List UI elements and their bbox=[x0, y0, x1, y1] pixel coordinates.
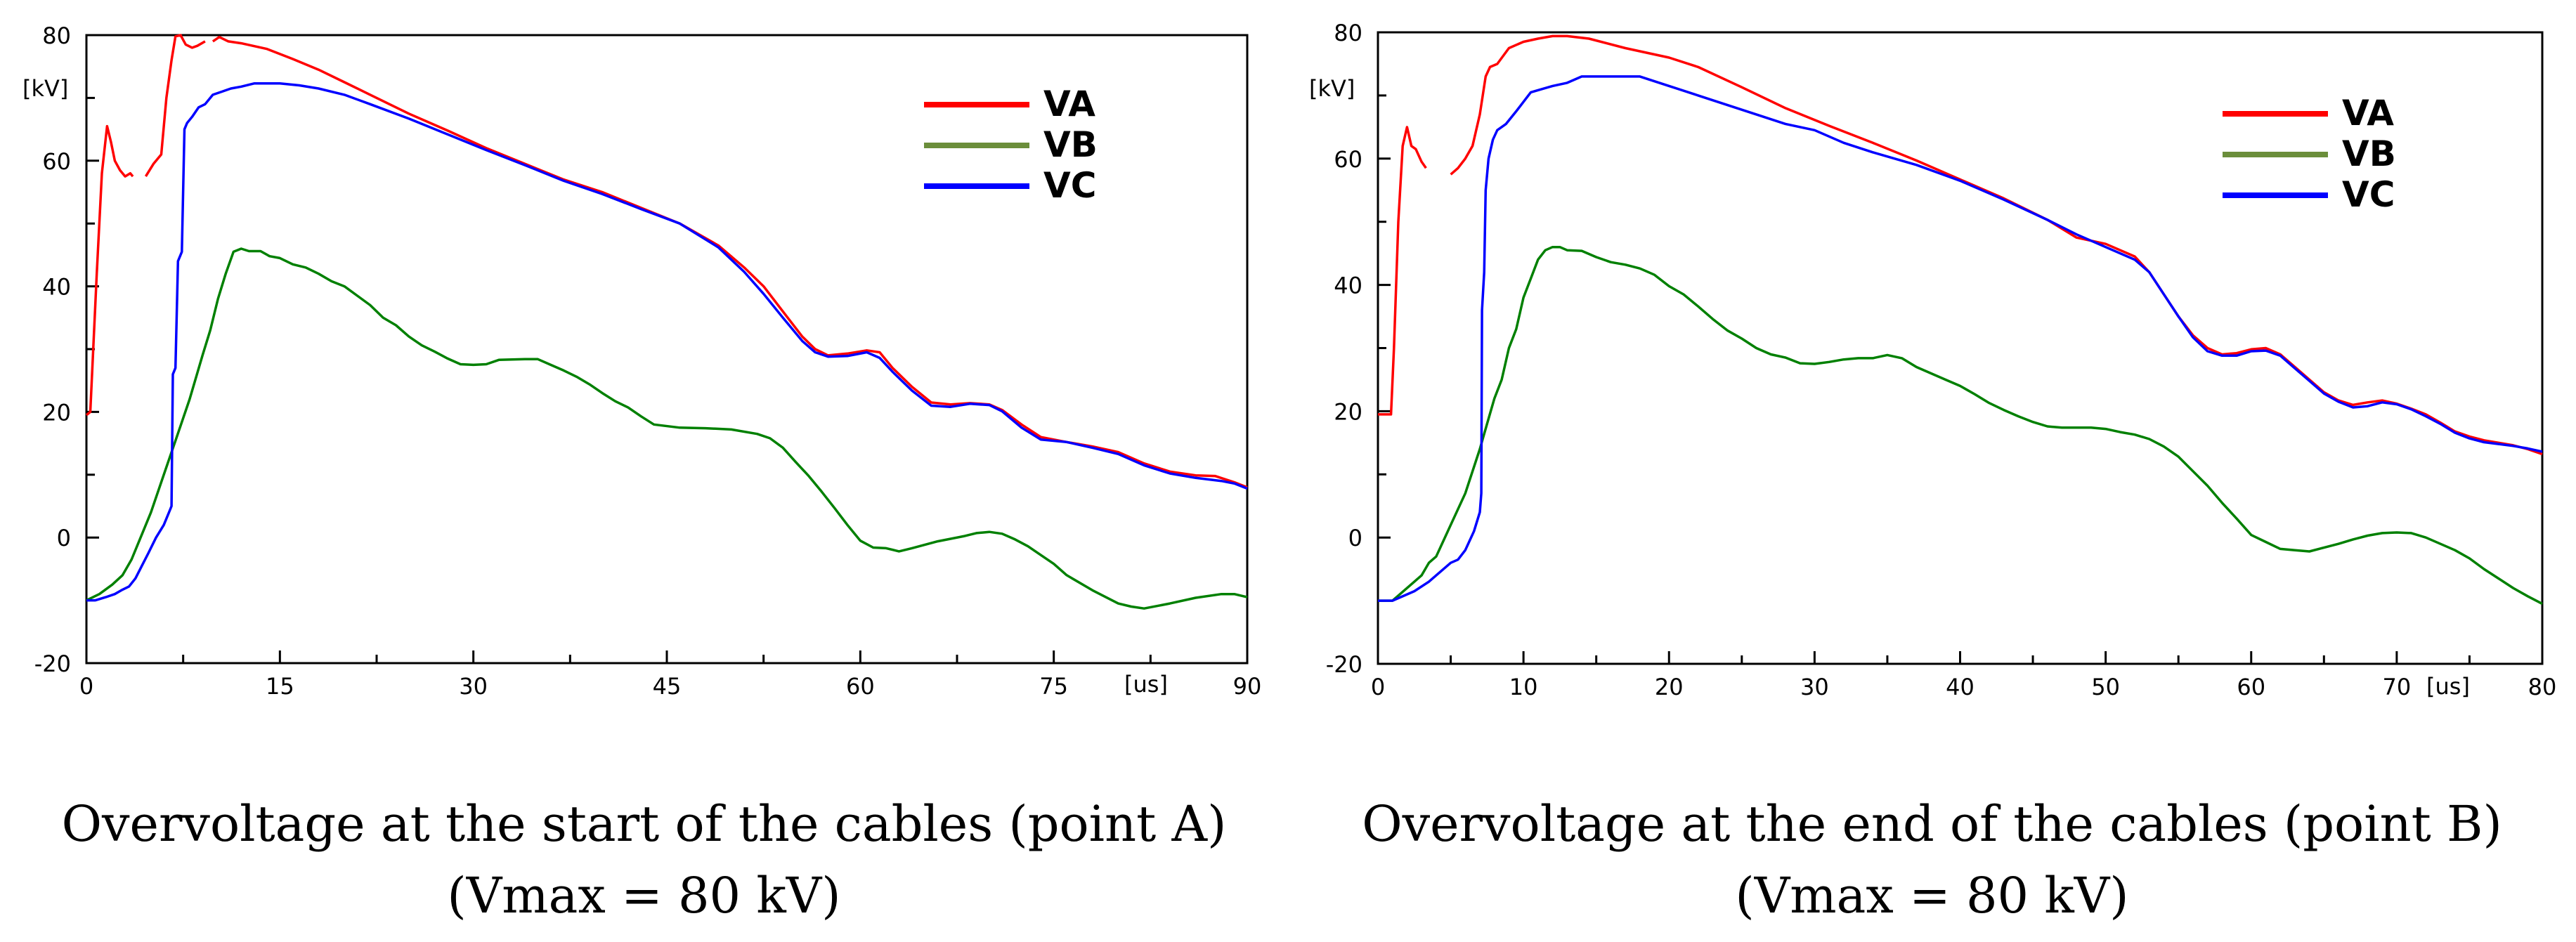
x-tick-label: 0 bbox=[1371, 674, 1385, 700]
x-tick-label: 40 bbox=[1946, 674, 1975, 700]
x-tick-label: 15 bbox=[266, 673, 294, 700]
x-tick-label: 60 bbox=[2237, 674, 2265, 700]
y-tick-label: 80 bbox=[42, 22, 71, 49]
x-unit-label: [us] bbox=[2426, 673, 2470, 700]
legend-label-va: VA bbox=[1043, 84, 1095, 124]
x-tick-label: 75 bbox=[1039, 673, 1068, 700]
y-tick-label: 40 bbox=[42, 274, 71, 301]
x-tick-label: 30 bbox=[1800, 674, 1829, 700]
y-tick-label: -20 bbox=[1326, 651, 1362, 678]
x-tick-label: 50 bbox=[2091, 674, 2120, 700]
legend-label-va: VA bbox=[2342, 93, 2394, 133]
y-tick-label: 60 bbox=[42, 148, 71, 175]
chart-panel-point-b: -20 0 20 40 60 80 0 10 20 30 40 50 60 70 80 [kV] [us] VA V… bbox=[1288, 0, 2576, 942]
y-tick-label: 20 bbox=[42, 399, 71, 426]
series-line-vb bbox=[86, 247, 1248, 610]
y-unit-label: [kV] bbox=[1309, 75, 1355, 102]
chart-caption-title: Overvoltage at the end of the cables (po… bbox=[1362, 795, 2502, 853]
x-tick-label: 30 bbox=[459, 673, 488, 700]
legend-label-vc: VC bbox=[1043, 165, 1096, 206]
x-tick-label: 20 bbox=[1655, 674, 1684, 700]
legend-label-vc: VC bbox=[2342, 174, 2395, 215]
series-line-vb bbox=[1378, 245, 2543, 606]
y-tick-label: -20 bbox=[34, 650, 71, 677]
y-tick-label: 60 bbox=[1334, 146, 1362, 173]
y-tick-label: 20 bbox=[1334, 398, 1362, 425]
y-tick-label: 80 bbox=[1334, 20, 1362, 46]
chart-caption-vmax: (Vmax = 80 kV) bbox=[447, 867, 841, 924]
x-tick-label: 80 bbox=[2528, 674, 2557, 700]
y-tick-label: 40 bbox=[1334, 273, 1362, 299]
series-line-vc bbox=[86, 82, 1248, 602]
x-tick-label: 0 bbox=[79, 673, 93, 700]
x-tick-label: 70 bbox=[2383, 674, 2412, 700]
y-tick-label: 0 bbox=[1348, 525, 1362, 551]
series-line-vc bbox=[1378, 75, 2543, 602]
y-unit-label: [kV] bbox=[22, 75, 68, 102]
x-tick-label: 90 bbox=[1233, 673, 1262, 700]
chart-panel-point-a: -20 0 20 40 60 80 0 15 30 45 60 75 90 [kV] [us] VA VB VC … bbox=[22, 22, 1262, 924]
legend-label-vb: VB bbox=[1043, 124, 1098, 165]
x-tick-label: 10 bbox=[1509, 674, 1538, 700]
x-tick-label: 45 bbox=[653, 673, 682, 700]
chart-caption-vmax: (Vmax = 80 kV) bbox=[1735, 867, 2129, 924]
chart-caption-title: Overvoltage at the start of the cables (… bbox=[61, 795, 1227, 853]
legend-label-vb: VB bbox=[2342, 133, 2396, 174]
y-tick-label: 0 bbox=[57, 525, 71, 551]
x-unit-label: [us] bbox=[1124, 671, 1168, 698]
x-tick-label: 60 bbox=[846, 673, 875, 700]
